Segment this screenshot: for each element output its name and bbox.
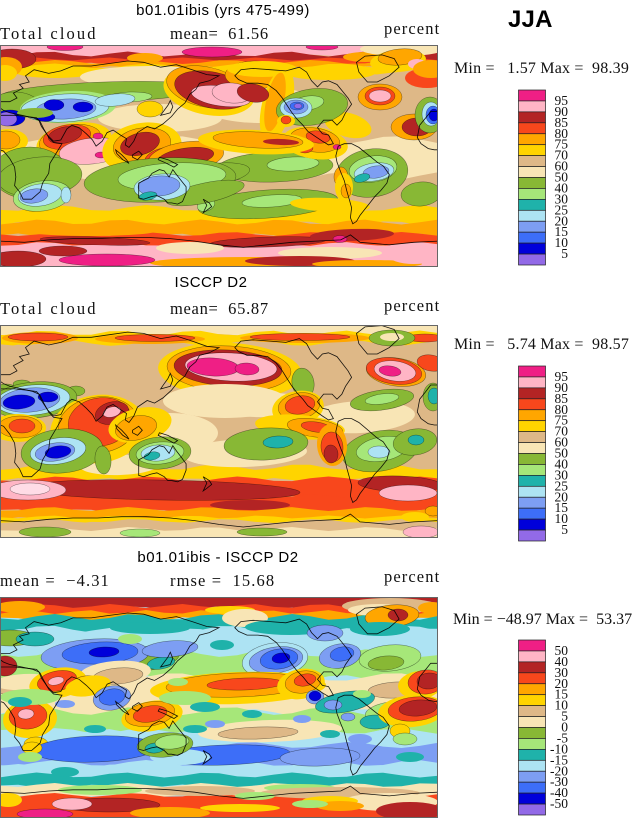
svg-text:10: 10	[555, 235, 569, 250]
svg-text:30: 30	[555, 665, 569, 680]
svg-text:90: 90	[555, 380, 569, 395]
svg-text:15: 15	[555, 224, 569, 239]
svg-text:80: 80	[555, 402, 569, 417]
svg-text:-10: -10	[550, 741, 568, 756]
svg-text:75: 75	[555, 137, 569, 152]
svg-text:-20: -20	[550, 763, 568, 778]
svg-text:5: 5	[561, 246, 568, 261]
svg-text:40: 40	[555, 456, 569, 471]
svg-text:10: 10	[555, 698, 569, 713]
svg-text:25: 25	[555, 202, 569, 217]
svg-text:-15: -15	[550, 752, 568, 767]
svg-text:5: 5	[561, 522, 568, 537]
svg-text:-40: -40	[550, 785, 568, 800]
svg-text:-30: -30	[550, 774, 568, 789]
svg-text:40: 40	[555, 654, 569, 669]
svg-text:85: 85	[555, 115, 569, 130]
svg-text:20: 20	[555, 676, 569, 691]
svg-text:5: 5	[561, 709, 568, 724]
svg-text:20: 20	[555, 213, 569, 228]
svg-text:20: 20	[555, 489, 569, 504]
svg-text:50: 50	[555, 170, 569, 185]
svg-text:95: 95	[555, 369, 569, 384]
svg-text:30: 30	[555, 191, 569, 206]
svg-text:50: 50	[555, 446, 569, 461]
svg-text:50: 50	[555, 643, 569, 658]
svg-text:60: 60	[555, 435, 569, 450]
svg-text:15: 15	[555, 687, 569, 702]
svg-text:-5: -5	[557, 730, 568, 745]
svg-text:0: 0	[561, 720, 568, 735]
svg-text:15: 15	[555, 500, 569, 515]
svg-text:70: 70	[555, 424, 569, 439]
svg-text:60: 60	[555, 159, 569, 174]
svg-text:25: 25	[555, 478, 569, 493]
svg-text:-50: -50	[550, 796, 568, 811]
svg-text:85: 85	[555, 391, 569, 406]
svg-text:40: 40	[555, 180, 569, 195]
svg-text:10: 10	[555, 511, 569, 526]
svg-text:90: 90	[555, 104, 569, 119]
svg-text:75: 75	[555, 413, 569, 428]
svg-text:80: 80	[555, 126, 569, 141]
svg-text:95: 95	[555, 93, 569, 108]
svg-text:70: 70	[555, 148, 569, 163]
svg-text:30: 30	[555, 467, 569, 482]
